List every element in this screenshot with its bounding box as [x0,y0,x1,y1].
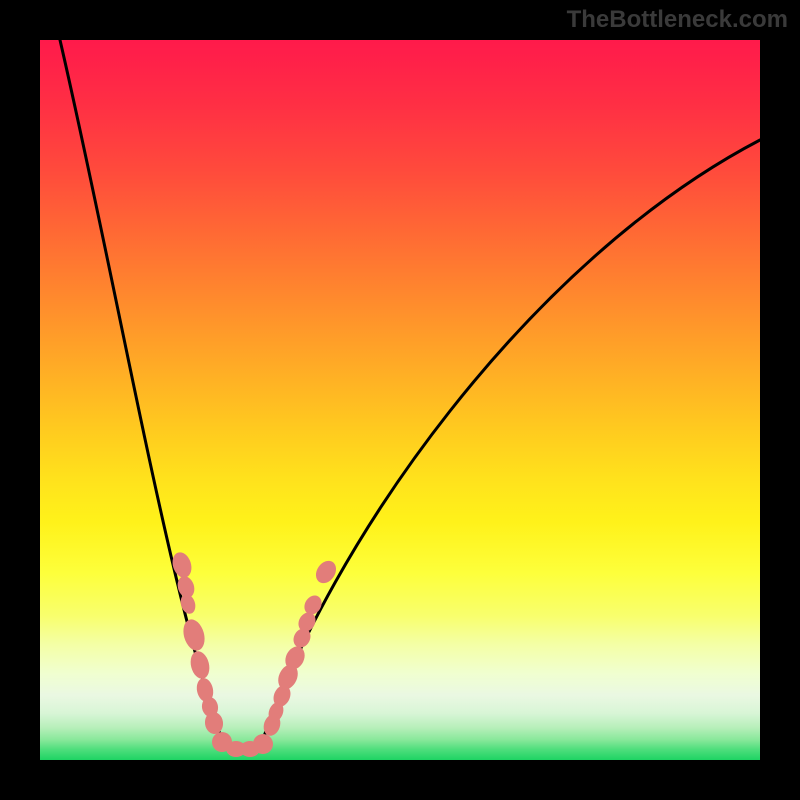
watermark: TheBottleneck.com [567,6,788,34]
chart-stage: TheBottleneck.com [0,0,800,800]
plot-area [40,40,760,760]
